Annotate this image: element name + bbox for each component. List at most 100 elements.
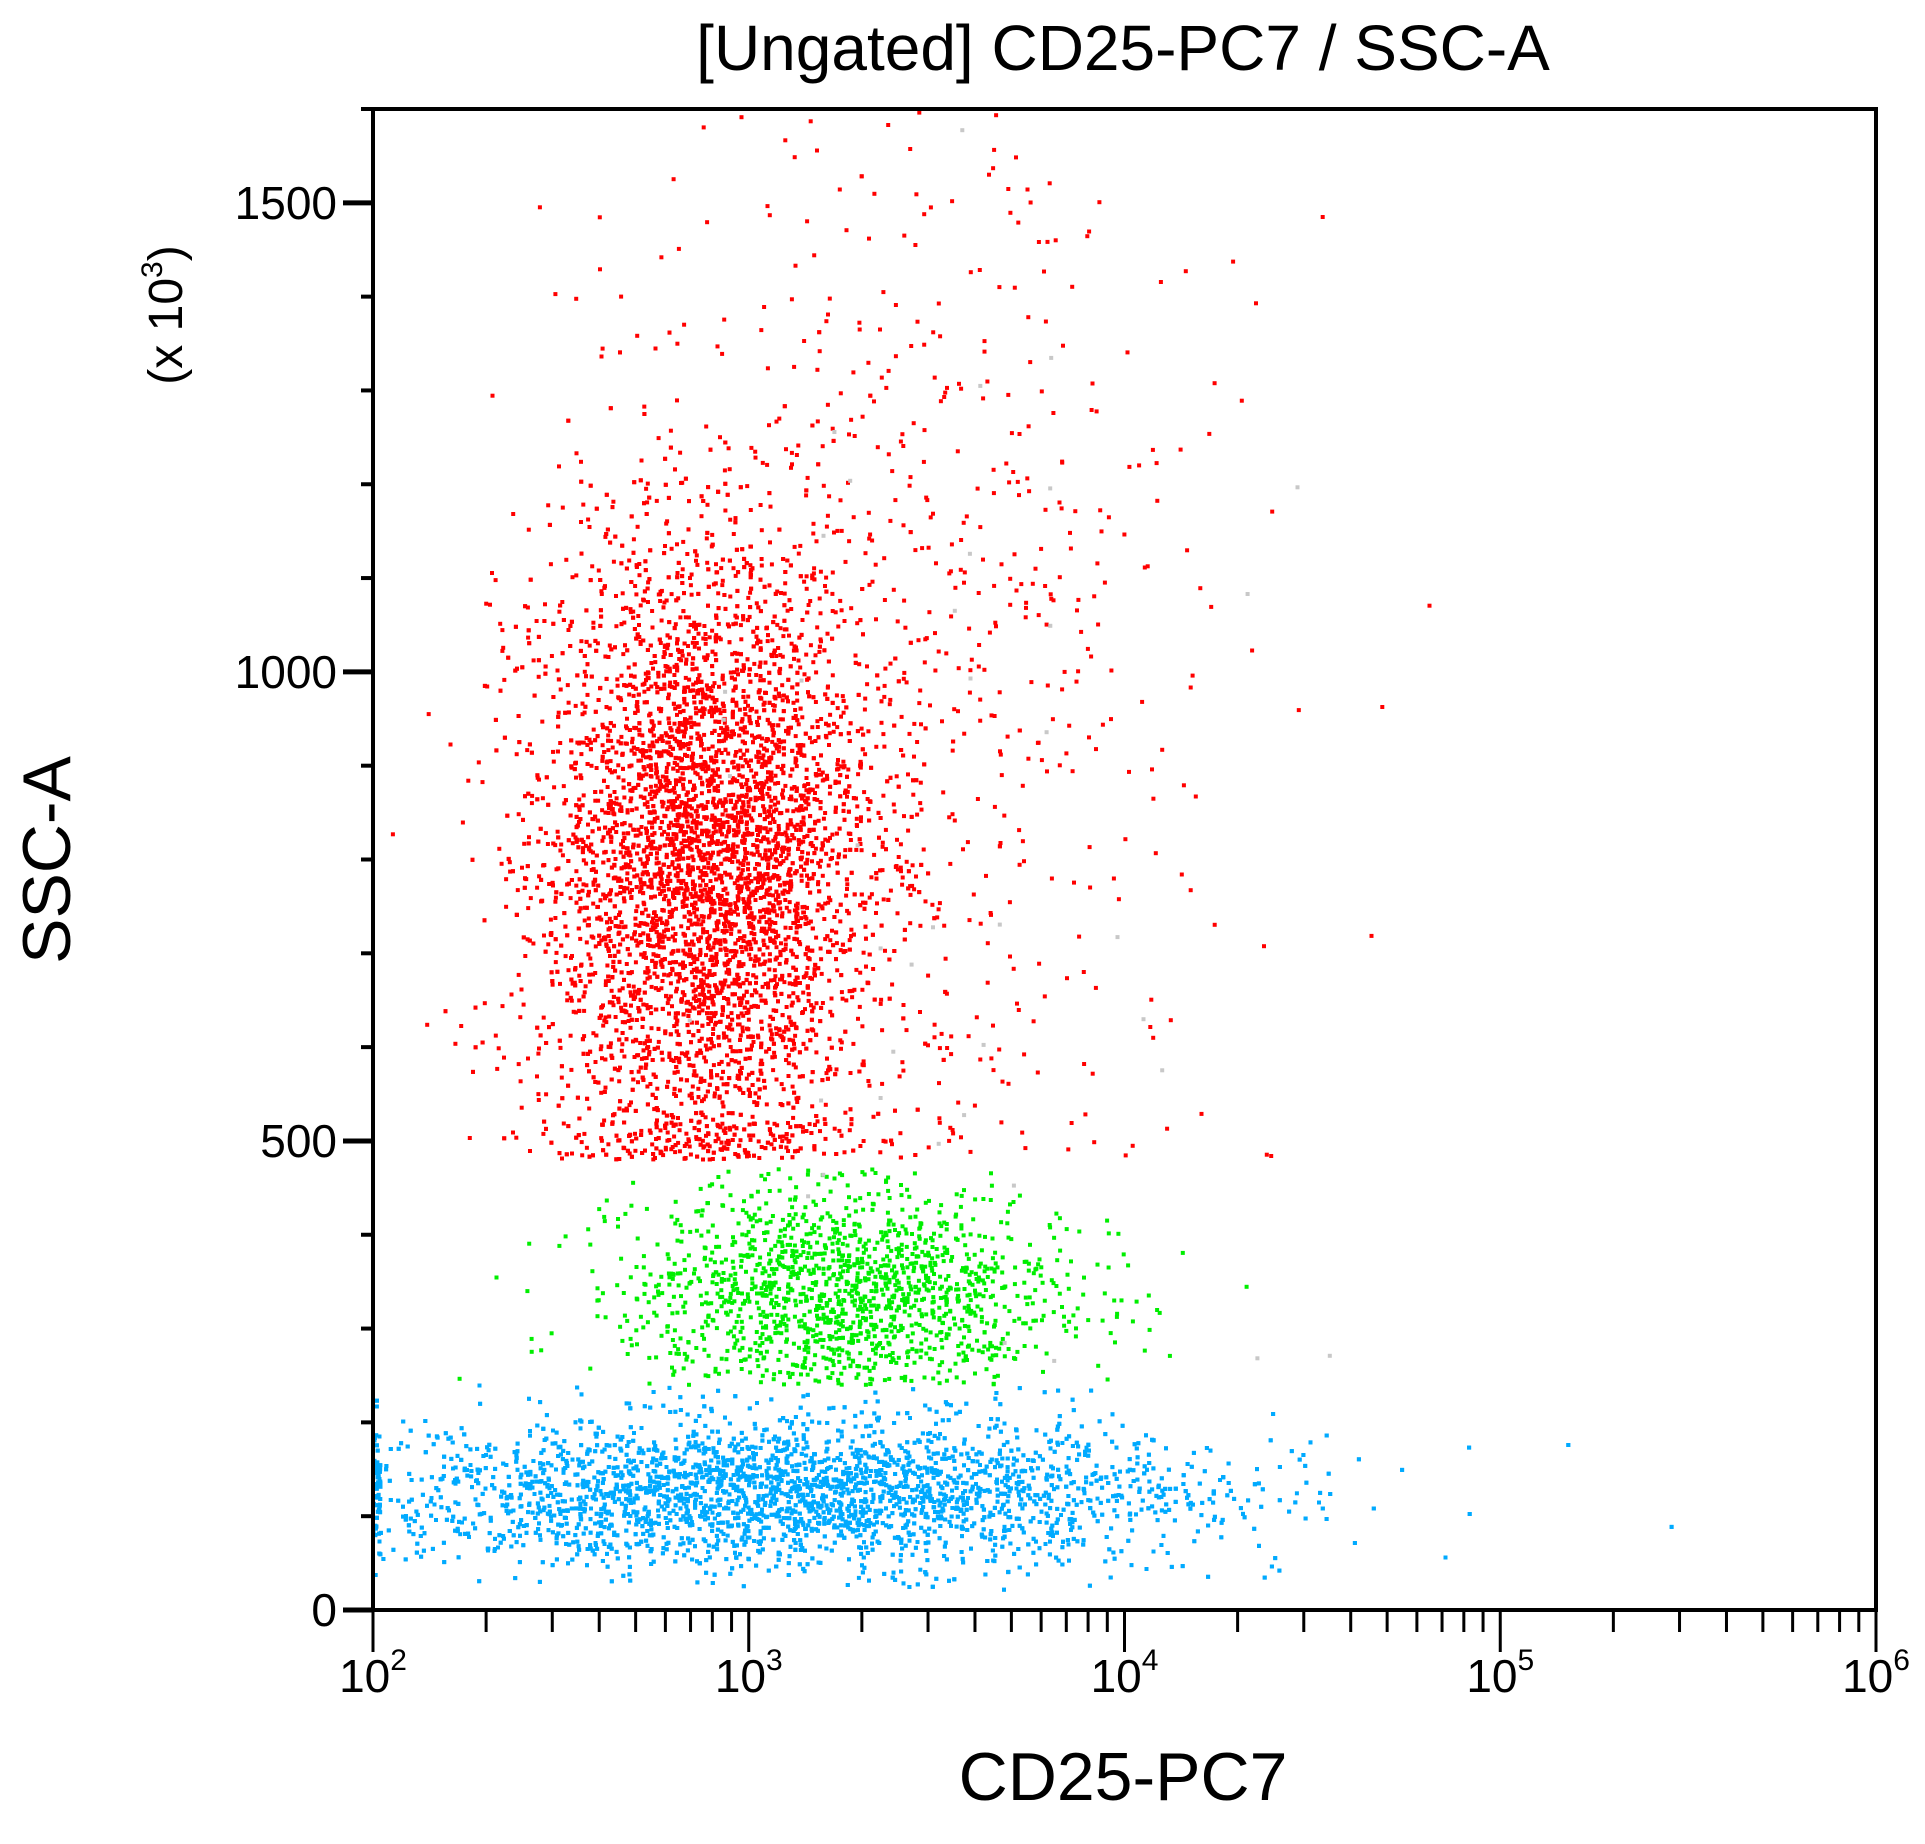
data-point [653, 874, 658, 879]
data-point [786, 1139, 791, 1144]
data-point [459, 1024, 464, 1028]
data-point [797, 1050, 802, 1055]
data-point [650, 832, 655, 837]
data-point [514, 752, 519, 757]
data-point [622, 620, 627, 625]
data-point [723, 924, 728, 929]
data-point [516, 972, 521, 977]
data-point [604, 1152, 609, 1157]
data-point [608, 891, 613, 896]
data-point [794, 930, 799, 935]
data-point [839, 528, 844, 533]
data-point [735, 972, 740, 977]
data-point [390, 832, 395, 837]
data-point [791, 1038, 796, 1043]
data-point [884, 847, 888, 852]
data-point [625, 810, 630, 815]
data-point [682, 685, 687, 690]
data-point [731, 729, 735, 734]
data-point [789, 641, 794, 646]
data-point [777, 961, 782, 966]
data-point [881, 1138, 886, 1143]
data-point [770, 852, 774, 857]
data-point [619, 878, 624, 883]
data-point [811, 1005, 816, 1010]
data-point [500, 648, 505, 653]
data-point [574, 869, 579, 874]
data-point [645, 857, 650, 862]
data-point [652, 1107, 657, 1112]
data-point [664, 994, 669, 999]
data-point [674, 1056, 678, 1060]
data-point [538, 1033, 543, 1038]
data-point [710, 768, 715, 773]
data-point [813, 791, 817, 795]
data-point [663, 456, 668, 461]
data-point [898, 1131, 903, 1136]
data-point [636, 1069, 641, 1074]
data-point [680, 480, 685, 485]
data-point [773, 836, 778, 841]
data-point [645, 976, 650, 981]
data-point [681, 878, 686, 883]
data-point [710, 1157, 715, 1161]
data-point [711, 1063, 716, 1068]
data-point [849, 927, 854, 932]
data-point [773, 897, 778, 902]
data-point [590, 829, 595, 834]
data-point [898, 1155, 903, 1160]
data-point [591, 867, 596, 872]
data-point [717, 739, 722, 744]
data-point [782, 739, 787, 744]
data-point [620, 543, 625, 548]
data-point [866, 729, 871, 734]
data-point [599, 938, 604, 943]
data-point [713, 1011, 718, 1016]
data-point [681, 948, 686, 953]
data-point [692, 721, 697, 726]
data-point [649, 881, 654, 886]
data-point [663, 731, 668, 736]
data-point [794, 453, 799, 457]
data-point [769, 920, 774, 925]
data-point [676, 878, 681, 883]
data-point [720, 578, 725, 583]
data-point [612, 944, 617, 949]
data-point [741, 897, 746, 902]
data-point [665, 1130, 670, 1135]
data-point [792, 824, 797, 829]
data-point [599, 1136, 604, 1141]
data-point [679, 1101, 684, 1106]
data-point [831, 943, 836, 948]
data-point [680, 757, 684, 762]
data-point [526, 635, 531, 640]
data-point [705, 653, 710, 658]
data-point [826, 659, 831, 664]
data-point [608, 759, 613, 764]
data-point [526, 1056, 530, 1061]
data-point [738, 1033, 743, 1038]
data-point [471, 1069, 475, 1074]
data-point [723, 440, 728, 445]
data-point [859, 848, 864, 853]
data-point [709, 817, 714, 822]
data-point [744, 947, 749, 952]
data-point [652, 872, 657, 877]
data-point [582, 1131, 587, 1136]
data-point [703, 804, 708, 809]
data-point [707, 709, 712, 714]
data-point [616, 775, 621, 780]
data-point [572, 980, 577, 985]
data-point [700, 714, 705, 719]
data-point [844, 998, 849, 1003]
data-point [816, 818, 821, 823]
data-point [744, 977, 749, 982]
data-point [668, 994, 673, 999]
data-point [779, 591, 783, 595]
data-point [680, 771, 685, 776]
data-point [750, 818, 755, 823]
data-point [518, 1015, 523, 1020]
data-point [603, 825, 608, 830]
data-point [794, 981, 799, 986]
data-point [618, 910, 623, 915]
